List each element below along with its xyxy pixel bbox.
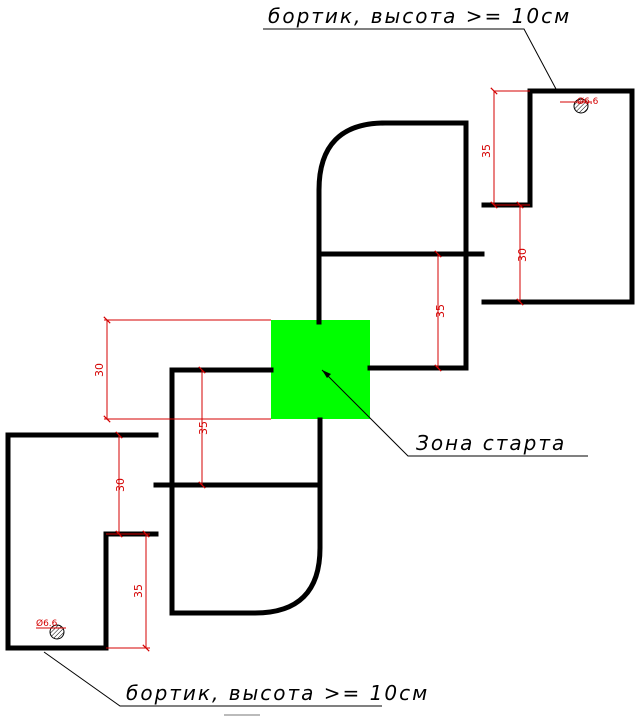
dim-top-right-35: 35 (480, 87, 530, 209)
dim-center-right-35: 35 (434, 250, 447, 372)
start-zone-leader (321, 369, 588, 457)
svg-text:35: 35 (480, 144, 493, 158)
svg-text:35: 35 (132, 584, 145, 598)
svg-text:30: 30 (114, 478, 127, 492)
bottom-left-pocket-wall (5, 432, 159, 651)
rim-top-leader (263, 28, 557, 90)
svg-text:35: 35 (434, 304, 447, 318)
start-zone-square (271, 320, 370, 419)
hole-bottom-label: Ø6.6 (36, 618, 58, 629)
rim-bottom-label: бортик, высота >= 10см (126, 681, 429, 705)
rim-top-label: бортик, высота >= 10см (268, 4, 571, 28)
start-zone-arrowhead (322, 370, 331, 378)
start-zone-label: Зона старта (416, 431, 566, 455)
svg-text:30: 30 (93, 363, 106, 377)
dim-left-30: 30 (93, 316, 271, 423)
dim-top-right-30: 30 (516, 201, 529, 306)
hole-top-label: Ø6.6 (577, 96, 599, 107)
svg-text:35: 35 (197, 421, 210, 435)
dim-center-left-35: 35 (197, 366, 210, 489)
rim-bottom-leader (43, 651, 382, 707)
top-right-pocket-wall (481, 88, 635, 305)
dim-bottom-left-35: 35 (106, 530, 150, 652)
upper-curved-wall (316, 120, 469, 371)
dim-bottom-left-30: 30 (114, 431, 127, 538)
lower-curved-wall (169, 367, 323, 616)
svg-text:30: 30 (516, 248, 529, 262)
